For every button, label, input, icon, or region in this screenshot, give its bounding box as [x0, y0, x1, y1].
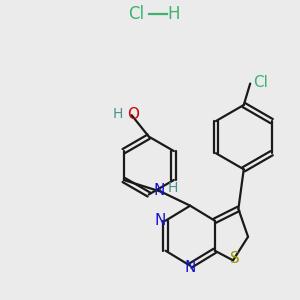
Text: Cl: Cl [128, 5, 145, 23]
Text: H: H [168, 5, 180, 23]
Text: H: H [112, 107, 123, 121]
Text: O: O [127, 106, 139, 122]
Text: H: H [168, 181, 178, 194]
Text: Cl: Cl [254, 75, 268, 90]
Text: N: N [184, 260, 196, 275]
Text: N: N [153, 183, 165, 198]
Text: N: N [154, 213, 166, 228]
Text: S: S [230, 251, 240, 266]
